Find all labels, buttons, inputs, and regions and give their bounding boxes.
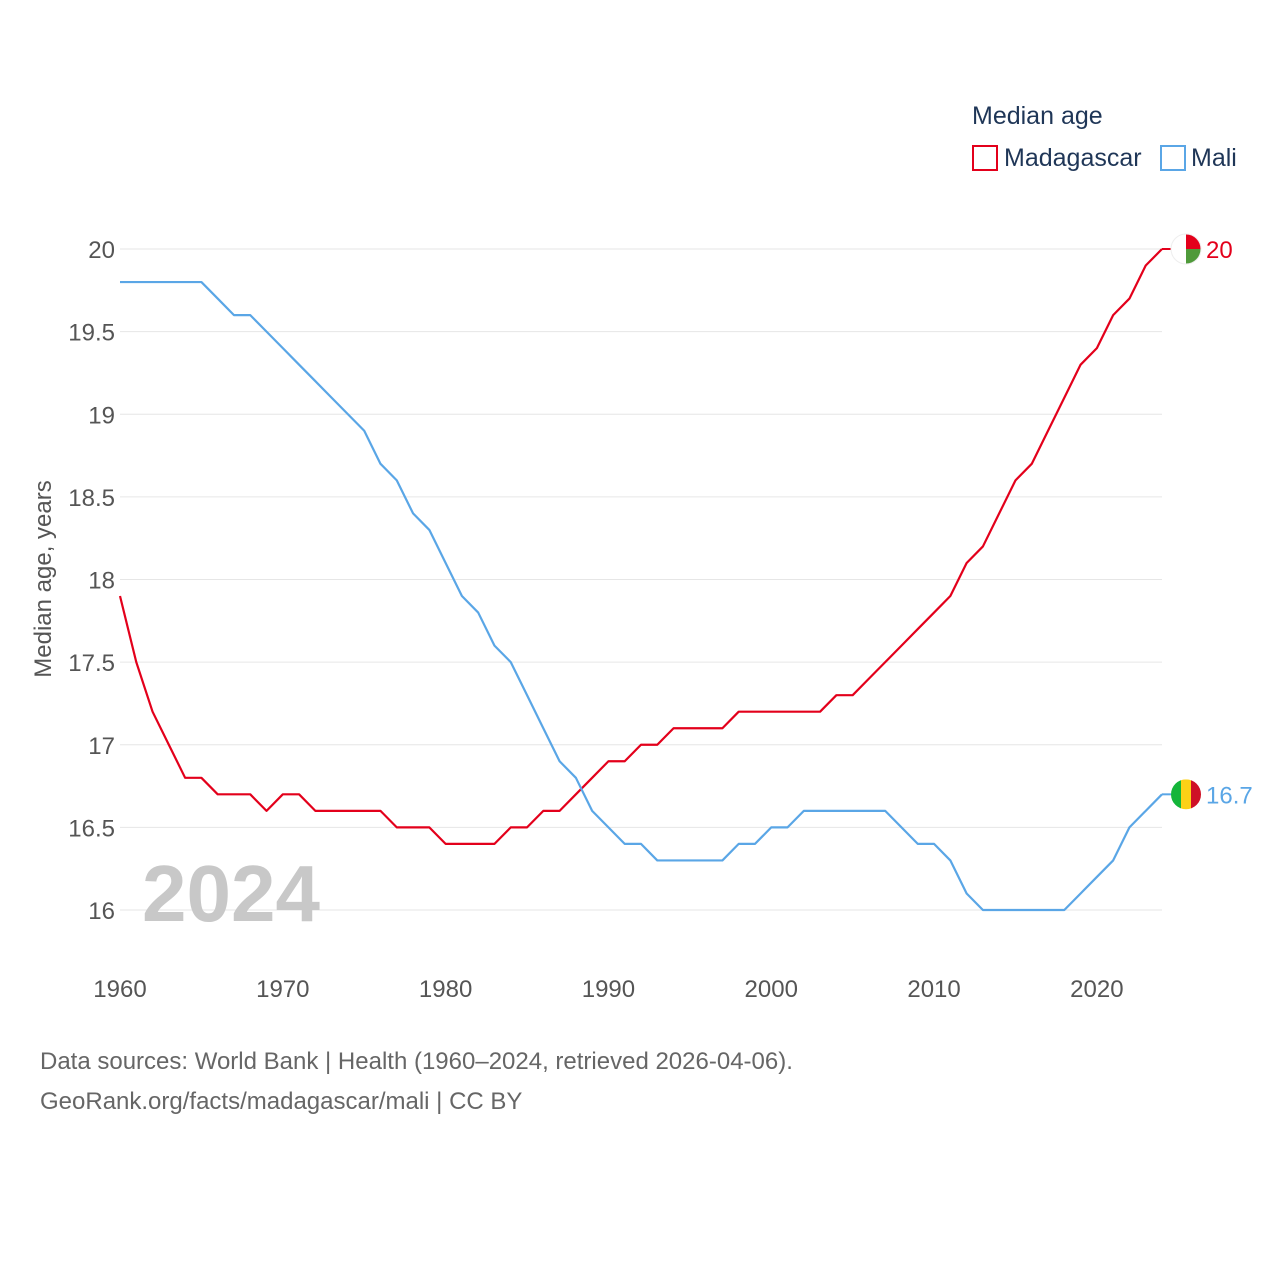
end-label-madagascar: 20	[1206, 237, 1233, 264]
grid-lines	[120, 248, 1162, 911]
source-note: Data sources: World Bank | Health (1960–…	[40, 1042, 793, 1122]
legend: Median age Madagascar Mali	[972, 102, 1237, 172]
y-tick-label-16.5: 16.5	[68, 815, 115, 842]
year-watermark: 2024	[142, 849, 320, 938]
series-lines	[118, 248, 1163, 912]
y-tick-label-16: 16	[88, 898, 115, 925]
x-tick-label-1990: 1990	[582, 976, 635, 1003]
legend-label-mali: Mali	[1191, 144, 1237, 172]
y-tick-label-18.5: 18.5	[68, 485, 115, 512]
series-line-madagascar	[118, 248, 1163, 846]
y-tick-label-17.5: 17.5	[68, 650, 115, 677]
legend-title: Median age	[972, 102, 1103, 130]
source-line-1: Data sources: World Bank | Health (1960–…	[40, 1048, 793, 1075]
legend-swatch-mali	[1160, 145, 1186, 171]
y-tick-label-19: 19	[88, 402, 115, 429]
series-line-mali	[120, 280, 1163, 912]
y-tick-label-19.5: 19.5	[68, 320, 115, 347]
x-tick-label-1980: 1980	[419, 976, 472, 1003]
y-axis-title: Median age, years	[30, 480, 57, 677]
y-tick-label-18: 18	[88, 568, 115, 595]
y-axis-ticks: 16 16.5 17 17.5 18 18.5 19 19.5 20	[68, 237, 115, 925]
y-tick-label-17: 17	[88, 733, 115, 760]
x-tick-label-2000: 2000	[745, 976, 798, 1003]
x-axis-ticks: 1960 1970 1980 1990 2000 2010 2020	[93, 976, 1123, 1003]
legend-item-madagascar[interactable]: Madagascar	[972, 144, 1142, 172]
end-label-mali: 16.7	[1206, 782, 1253, 809]
x-tick-label-1970: 1970	[256, 976, 309, 1003]
end-markers: 20 16.7	[1162, 233, 1253, 810]
x-tick-label-2020: 2020	[1070, 976, 1123, 1003]
legend-label-madagascar: Madagascar	[1004, 144, 1142, 172]
flag-madagascar-icon	[1170, 233, 1202, 265]
source-line-2[interactable]: GeoRank.org/facts/madagascar/mali | CC B…	[40, 1088, 523, 1115]
legend-item-mali[interactable]: Mali	[1160, 144, 1237, 172]
x-tick-label-1960: 1960	[93, 976, 146, 1003]
flag-mali-icon	[1171, 779, 1201, 810]
y-tick-label-20: 20	[88, 237, 115, 264]
x-tick-label-2010: 2010	[907, 976, 960, 1003]
legend-swatch-madagascar	[972, 145, 998, 171]
